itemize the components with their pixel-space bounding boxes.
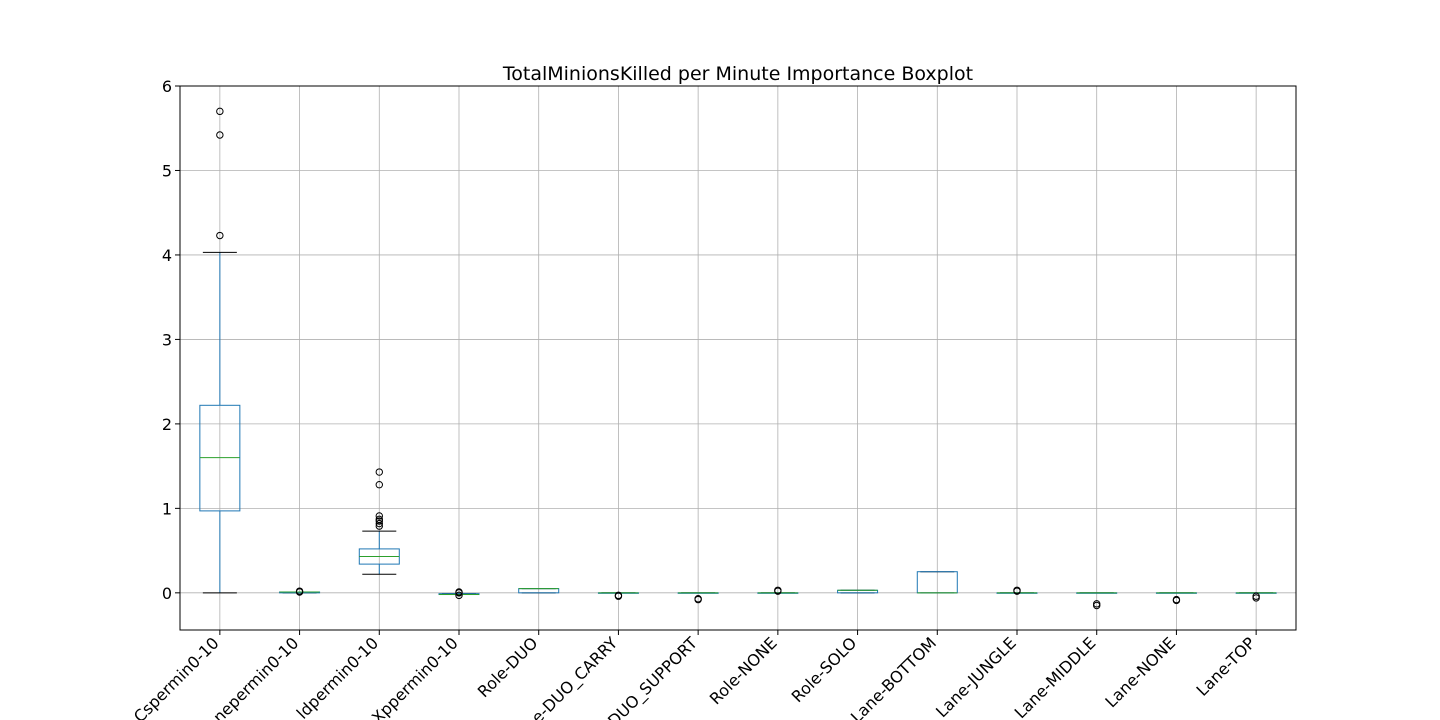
chart-title: TotalMinionsKilled per Minute Importance…	[502, 63, 973, 85]
outlier-point	[375, 512, 383, 520]
outlier-point	[1013, 586, 1021, 594]
box-group	[1155, 592, 1197, 605]
box-group	[916, 571, 958, 594]
outlier-point	[216, 107, 224, 116]
outlier-point	[455, 588, 463, 596]
outlier-point	[295, 587, 304, 595]
outlier-point	[614, 591, 623, 600]
x-axis: Cspermin0-10nepermin0-10ldpermin0-10Xppe…	[130, 630, 1259, 720]
x-tick-label: Role-SOLO	[788, 633, 861, 706]
box-group	[996, 586, 1038, 595]
outlier-point	[1172, 595, 1181, 604]
y-tick-label: 0	[162, 584, 172, 603]
outlier-point	[216, 131, 224, 139]
box-group	[757, 586, 799, 595]
x-tick-label: Lane-TOP	[1192, 633, 1259, 700]
outlier-point	[375, 515, 383, 524]
x-tick-label: Role-NONE	[706, 633, 781, 708]
y-tick-label: 1	[162, 499, 172, 518]
box-group	[837, 589, 879, 594]
y-tick-label: 5	[162, 161, 172, 180]
x-tick-label: Xppermin0-10	[368, 633, 462, 720]
x-tick-label: Lane-MIDDLE	[1011, 633, 1100, 720]
box-group	[358, 468, 400, 575]
box-group	[597, 591, 639, 600]
outlier-point	[455, 591, 463, 600]
outlier-point	[694, 595, 702, 603]
outlier-point	[1252, 592, 1260, 600]
outlier-point	[375, 468, 383, 476]
x-tick-label: e-DUO_CARRY	[528, 633, 622, 720]
x-tick-label: Role-DUO	[474, 633, 542, 701]
box-group	[279, 587, 321, 596]
plot-frame	[179, 85, 1297, 631]
x-tick-label: ldpermin0-10	[293, 633, 382, 720]
outlier-point	[216, 231, 224, 240]
outlier-point	[375, 481, 383, 489]
x-tick-label: Lane-BOTTOM	[847, 633, 940, 720]
box-layer	[199, 107, 1277, 610]
box-group	[518, 588, 560, 594]
outlier-point	[1093, 600, 1101, 608]
box-group	[199, 107, 241, 594]
box-group	[1235, 592, 1277, 602]
y-axis: 0 1 2 3 4 5 6	[162, 77, 180, 603]
box-group	[438, 588, 480, 600]
y-tick-label: 6	[162, 77, 172, 96]
outlier-point	[375, 519, 383, 528]
box-group	[677, 592, 719, 604]
y-tick-label: 2	[162, 415, 172, 434]
outlier-point	[774, 586, 782, 594]
x-tick-label: Cspermin0-10	[130, 633, 223, 720]
x-tick-label: Lane-NONE	[1101, 633, 1179, 711]
grid-layer	[180, 85, 1296, 630]
box-group	[1076, 592, 1118, 610]
x-tick-label: Lane-JUNGLE	[932, 633, 1020, 720]
x-tick-label: nepermin0-10	[209, 633, 302, 720]
y-tick-label: 3	[162, 330, 172, 349]
y-tick-label: 4	[162, 246, 172, 265]
